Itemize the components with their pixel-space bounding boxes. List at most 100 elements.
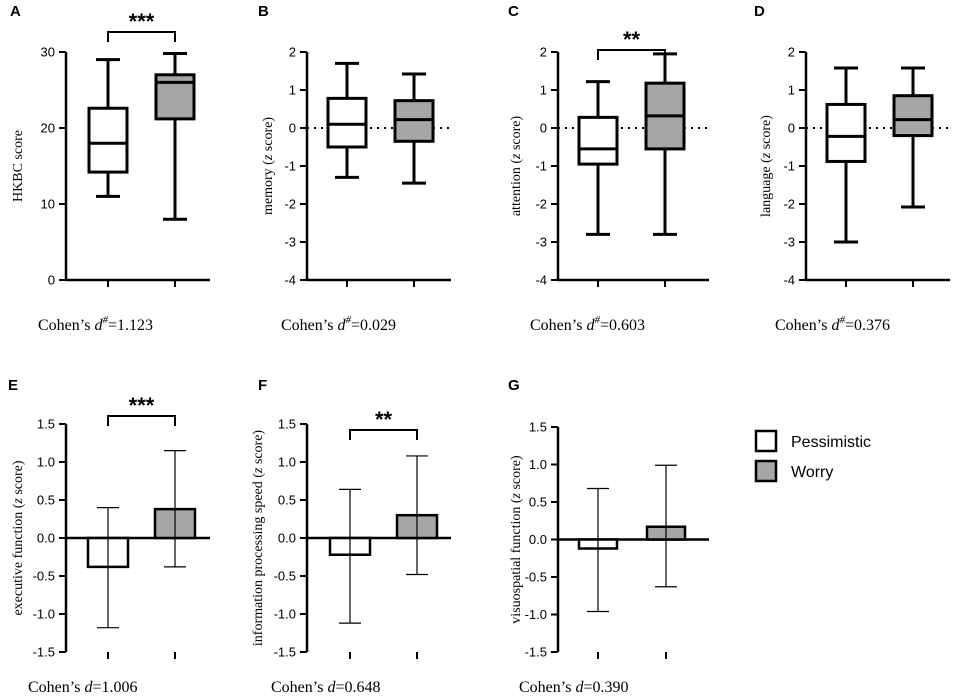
series-worry bbox=[154, 52, 196, 221]
caption-value: =0.648 bbox=[335, 679, 380, 696]
panel-g: G -1.5 -1.0 -0.5 0.0 0.5 1.0 1.5 visuospatial fu… bbox=[508, 377, 709, 696]
effect-size-caption: Cohen’s d=0.648 bbox=[271, 679, 380, 696]
y-axis-label-italic: z bbox=[251, 467, 266, 474]
y-tick-label: 1.5 bbox=[529, 420, 547, 435]
panel-a: A 0 10 20 30 HKBC score *** Cohen’s d#=1.123 bbox=[10, 3, 210, 334]
panel-letter: C bbox=[508, 3, 519, 20]
panel-letter: A bbox=[10, 3, 21, 20]
y-tick-label: -4 bbox=[783, 273, 795, 288]
y-tick-label: -0.5 bbox=[525, 570, 547, 585]
y-axis-label: attention (z score) bbox=[509, 116, 524, 217]
y-axis-label-end: score) bbox=[759, 115, 774, 153]
y-tick-label: 10 bbox=[41, 197, 55, 212]
y-tick-label: 1.0 bbox=[529, 457, 547, 472]
significance-label: *** bbox=[129, 9, 155, 34]
y-axis-label-italic: z bbox=[759, 152, 774, 159]
y-tick-label: 0 bbox=[788, 121, 795, 136]
y-tick-label: -1.5 bbox=[525, 645, 547, 660]
significance-label: *** bbox=[129, 393, 155, 418]
box-iqr bbox=[87, 106, 129, 174]
y-axis-label-text: HKBC score bbox=[11, 130, 26, 202]
caption-d: d bbox=[327, 679, 336, 696]
caption-value: =0.390 bbox=[583, 679, 628, 696]
legend-label-worry: Worry bbox=[791, 464, 833, 481]
series-pessimistic bbox=[577, 80, 619, 236]
y-tick-label: 1.0 bbox=[278, 455, 296, 470]
y-axis-label-end: score) bbox=[509, 116, 524, 154]
y-tick-label: 0.5 bbox=[529, 495, 547, 510]
y-axis-label-italic: z bbox=[11, 498, 26, 505]
series-worry bbox=[892, 66, 934, 209]
y-tick-label: 30 bbox=[41, 45, 55, 60]
panel-letter: D bbox=[754, 3, 765, 20]
series-pessimistic bbox=[577, 487, 619, 613]
y-axis-label: executive function (z score) bbox=[11, 460, 26, 615]
panel-letter: E bbox=[8, 377, 18, 394]
y-tick-label: 1.0 bbox=[37, 455, 55, 470]
y-tick-label: -4 bbox=[535, 273, 547, 288]
caption-prefix: Cohen’s bbox=[28, 679, 84, 696]
series-pessimistic bbox=[87, 58, 129, 198]
y-tick-label: -1.5 bbox=[274, 645, 296, 660]
series-pessimistic bbox=[328, 488, 372, 624]
significance-bracket bbox=[349, 429, 418, 440]
y-tick-label: -3 bbox=[284, 235, 296, 250]
legend-swatch-worry bbox=[754, 459, 778, 483]
y-axis-label: HKBC score bbox=[11, 130, 26, 202]
legend-item-worry: Worry bbox=[754, 459, 833, 483]
y-tick-label: 1.5 bbox=[278, 417, 296, 432]
caption-value: =1.123 bbox=[108, 317, 153, 334]
series-worry bbox=[645, 464, 687, 588]
series-pessimistic bbox=[86, 507, 130, 629]
y-tick-label: -0.5 bbox=[274, 569, 296, 584]
series-worry bbox=[393, 72, 435, 185]
y-axis-label-italic: z bbox=[509, 153, 524, 160]
panel-letter: B bbox=[258, 3, 269, 20]
y-tick-label: -1 bbox=[535, 159, 547, 174]
box-iqr bbox=[326, 96, 368, 149]
panel-d: D -4 -3 -2 -1 0 1 2 language (z score) Cohen’s d#… bbox=[754, 3, 950, 334]
legend-swatch-pessimistic bbox=[754, 429, 778, 453]
effect-size-caption: Cohen’s d#=1.123 bbox=[38, 314, 153, 334]
y-axis-label: information processing speed (z score) bbox=[251, 430, 266, 647]
caption-d: d bbox=[84, 679, 93, 696]
effect-size-caption: Cohen’s d=1.006 bbox=[28, 679, 137, 696]
caption-value: =0.603 bbox=[600, 317, 645, 334]
y-tick-label: -2 bbox=[783, 197, 795, 212]
effect-size-caption: Cohen’s d=0.390 bbox=[519, 679, 628, 696]
y-axis-label-end: score) bbox=[509, 455, 524, 493]
box-iqr bbox=[577, 115, 619, 166]
caption-superscript: # bbox=[102, 314, 108, 326]
y-tick-label: 0 bbox=[289, 121, 296, 136]
y-axis-label-end: score) bbox=[251, 430, 266, 468]
y-tick-label: -1 bbox=[783, 159, 795, 174]
significance-bracket bbox=[107, 31, 176, 42]
significance-label: ** bbox=[375, 407, 393, 432]
y-tick-label: 0.0 bbox=[37, 531, 55, 546]
y-tick-label: 1 bbox=[788, 83, 795, 98]
y-tick-label: 0.0 bbox=[278, 531, 296, 546]
caption-prefix: Cohen’s bbox=[38, 317, 94, 334]
y-tick-label: -4 bbox=[284, 273, 296, 288]
y-tick-label: 1 bbox=[540, 83, 547, 98]
y-tick-label: 20 bbox=[41, 121, 55, 136]
caption-superscript: # bbox=[839, 314, 845, 326]
effect-size-caption: Cohen’s d#=0.029 bbox=[281, 314, 396, 334]
series-worry bbox=[153, 450, 197, 568]
caption-prefix: Cohen’s bbox=[281, 317, 337, 334]
caption-prefix: Cohen’s bbox=[530, 317, 586, 334]
effect-size-caption: Cohen’s d#=0.603 bbox=[530, 314, 645, 334]
y-tick-label: 1.5 bbox=[37, 417, 55, 432]
y-tick-label: 1 bbox=[289, 83, 296, 98]
significance-bracket bbox=[107, 415, 176, 426]
caption-d: d bbox=[94, 317, 103, 334]
y-axis-label-text: memory ( bbox=[261, 160, 276, 215]
legend: Pessimistic Worry bbox=[754, 429, 871, 483]
legend-label-pessimistic: Pessimistic bbox=[791, 434, 871, 451]
caption-superscript: # bbox=[345, 314, 351, 326]
caption-value: =0.376 bbox=[845, 317, 890, 334]
y-axis-label-text: visuospatial function ( bbox=[509, 498, 524, 624]
y-axis-label-text: attention ( bbox=[509, 159, 524, 216]
